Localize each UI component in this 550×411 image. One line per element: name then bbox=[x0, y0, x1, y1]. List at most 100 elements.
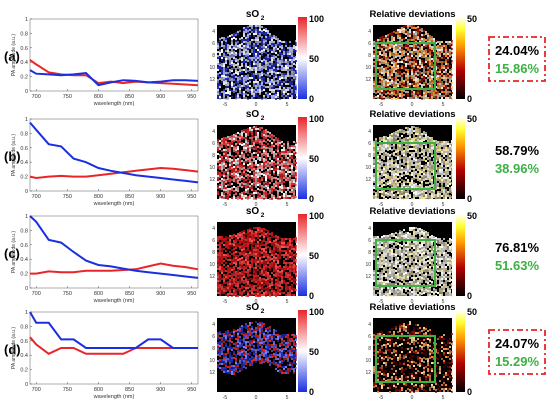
image-pixel bbox=[253, 273, 255, 275]
image-pixel bbox=[273, 284, 275, 286]
image-pixel bbox=[425, 138, 427, 140]
image-pixel bbox=[219, 248, 221, 250]
image-pixel bbox=[385, 184, 387, 186]
image-pixel bbox=[261, 70, 263, 72]
image-pixel bbox=[401, 79, 403, 81]
image-pixel bbox=[427, 91, 429, 93]
image-pixel bbox=[403, 98, 405, 100]
image-pixel bbox=[229, 73, 231, 75]
image-pixel bbox=[255, 168, 257, 170]
image-pixel bbox=[257, 287, 259, 289]
image-pixel bbox=[225, 143, 227, 145]
image-pixel bbox=[267, 44, 269, 46]
image-pixel bbox=[415, 45, 417, 47]
image-pixel bbox=[269, 295, 271, 297]
image-pixel bbox=[403, 140, 405, 142]
image-pixel bbox=[235, 237, 237, 239]
image-pixel bbox=[223, 248, 225, 250]
image-pixel bbox=[385, 164, 387, 166]
image-pixel bbox=[451, 72, 453, 74]
image-pixel bbox=[239, 137, 241, 139]
image-pixel bbox=[277, 78, 279, 80]
image-pixel bbox=[221, 77, 223, 79]
colorbar-tick-label: 0 bbox=[309, 94, 314, 104]
image-pixel bbox=[389, 47, 391, 49]
image-pixel bbox=[437, 147, 439, 149]
image-pixel bbox=[237, 285, 239, 287]
image-pixel bbox=[393, 91, 395, 93]
image-pixel bbox=[275, 72, 277, 74]
image-pixel bbox=[257, 281, 259, 283]
image-pixel bbox=[393, 176, 395, 178]
image-pixel bbox=[449, 91, 451, 93]
image-pixel bbox=[261, 68, 263, 70]
image-pixel bbox=[407, 195, 409, 197]
image-pixel bbox=[289, 87, 291, 89]
image-pixel bbox=[407, 165, 409, 167]
image-pixel bbox=[237, 166, 239, 168]
image-pixel bbox=[253, 247, 255, 249]
image-pixel bbox=[221, 81, 223, 83]
image-pixel bbox=[227, 188, 229, 190]
image-pixel bbox=[239, 280, 241, 282]
image-pixel bbox=[217, 139, 219, 141]
image-pixel bbox=[431, 163, 433, 165]
image-pixel bbox=[255, 227, 257, 229]
image-pixel bbox=[413, 85, 415, 87]
image-pixel bbox=[253, 160, 255, 162]
image-pixel bbox=[231, 259, 233, 261]
image-pixel bbox=[285, 63, 287, 65]
image-pixel bbox=[385, 172, 387, 174]
image-pixel bbox=[397, 134, 399, 136]
image-pixel bbox=[263, 232, 265, 234]
image-pixel bbox=[281, 85, 283, 87]
image-pixel bbox=[415, 73, 417, 75]
image-pixel bbox=[409, 128, 411, 130]
image-pixel bbox=[451, 40, 453, 42]
image-pixel bbox=[447, 143, 449, 145]
image-pixel bbox=[445, 93, 447, 95]
image-pixel bbox=[235, 289, 237, 291]
image-pixel bbox=[245, 85, 247, 87]
image-pixel bbox=[285, 195, 287, 197]
image-pixel bbox=[411, 45, 413, 47]
image-pixel bbox=[405, 75, 407, 77]
x-tick-label: 750 bbox=[63, 194, 72, 200]
image-pixel bbox=[291, 71, 293, 73]
image-pixel bbox=[443, 187, 445, 189]
image-pixel bbox=[399, 195, 401, 197]
image-pixel bbox=[403, 158, 405, 160]
image-pixel bbox=[231, 293, 233, 295]
image-pixel bbox=[395, 161, 397, 163]
image-pixel bbox=[281, 187, 283, 189]
image-pixel bbox=[451, 76, 453, 78]
image-pixel bbox=[265, 151, 267, 153]
image-pixel bbox=[437, 45, 439, 47]
image-pixel bbox=[237, 152, 239, 154]
image-pixel bbox=[273, 189, 275, 191]
image-pixel bbox=[255, 277, 257, 279]
image-pixel bbox=[385, 138, 387, 140]
image-pixel bbox=[271, 152, 273, 154]
image-pixel bbox=[267, 94, 269, 96]
image-pixel bbox=[265, 287, 267, 289]
image-pixel bbox=[271, 71, 273, 73]
image-pixel bbox=[247, 36, 249, 38]
image-pixel bbox=[419, 45, 421, 47]
y-tick-label: 1 bbox=[25, 214, 28, 220]
image-pixel bbox=[265, 153, 267, 155]
image-pixel bbox=[423, 62, 425, 64]
image-pixel bbox=[415, 171, 417, 173]
image-pixel bbox=[267, 32, 269, 34]
image-pixel bbox=[243, 280, 245, 282]
image-pixel bbox=[279, 54, 281, 56]
image-pixel bbox=[377, 186, 379, 188]
image-pixel bbox=[285, 79, 287, 81]
image-pixel bbox=[219, 276, 221, 278]
image-pixel bbox=[229, 287, 231, 289]
image-pixel bbox=[379, 55, 381, 57]
image-pixel bbox=[413, 130, 415, 132]
image-pixel bbox=[383, 192, 385, 194]
image-pixel bbox=[281, 191, 283, 193]
image-pixel bbox=[287, 165, 289, 167]
